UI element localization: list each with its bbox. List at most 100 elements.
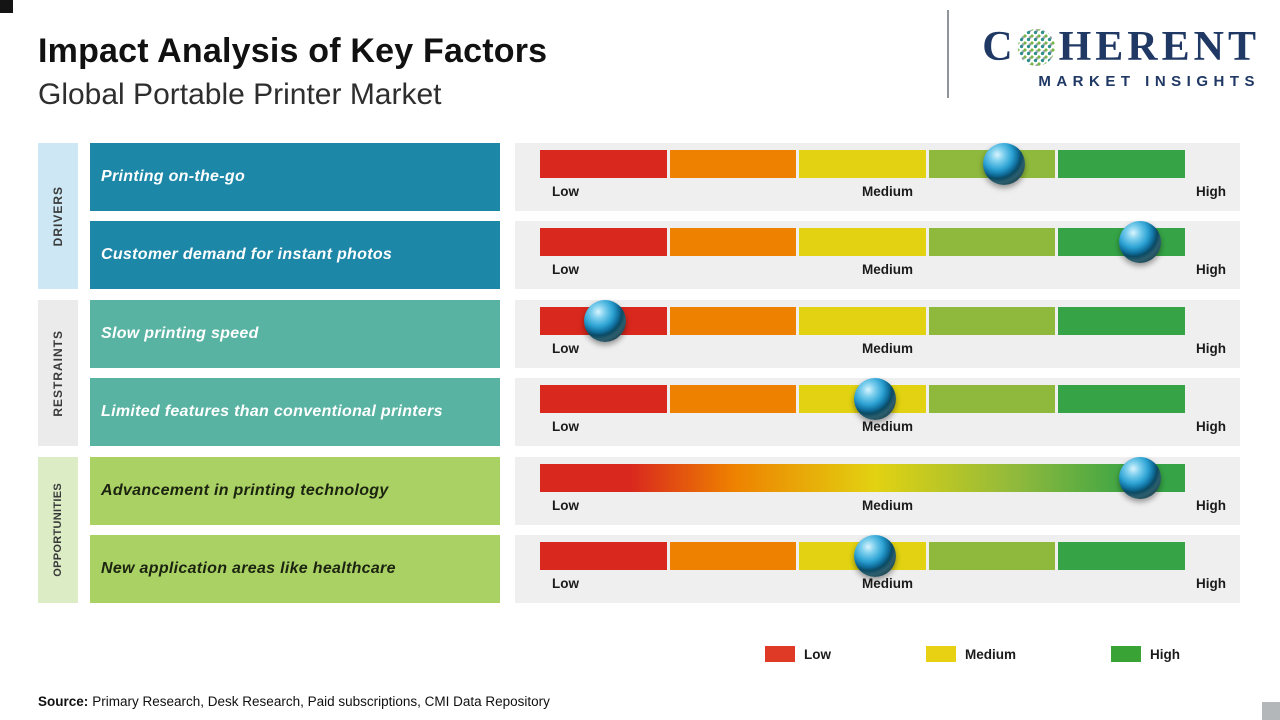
factor-box: New application areas like healthcare — [90, 535, 500, 603]
scale-label-medium: Medium — [861, 262, 913, 277]
corner-accent-top-left — [0, 0, 13, 13]
corner-accent-bottom-right — [1262, 702, 1280, 720]
factor-label: Limited features than conventional print… — [101, 403, 443, 420]
scale-segment-red — [540, 385, 667, 413]
scale-segment-red — [540, 228, 667, 256]
scale-segment-orange — [669, 228, 797, 256]
scale-labels: Low Medium High — [552, 498, 1226, 513]
brand-logo: C HERENT MARKET INSIGHTS — [982, 26, 1260, 90]
brand-name-prefix: C — [982, 24, 1017, 70]
brand-tagline: MARKET INSIGHTS — [1038, 73, 1260, 90]
scale-label-medium: Medium — [861, 419, 913, 434]
scale-label-high: High — [1195, 576, 1226, 591]
scale-label-low: Low — [552, 498, 579, 513]
header: Impact Analysis of Key Factors Global Po… — [38, 32, 547, 112]
scale-label-low: Low — [552, 184, 579, 199]
impact-bar — [540, 221, 1185, 263]
scale-segment-yellowgreen — [928, 307, 1056, 335]
scale-segment-green — [1058, 385, 1185, 413]
scale-segment-red — [540, 150, 667, 178]
group-restraints: RESTRAINTS Slow printing speed Low — [38, 300, 1240, 446]
factor-label: New application areas like healthcare — [101, 560, 396, 577]
scale-segment-green — [1058, 307, 1185, 335]
scale-segment-orange — [669, 385, 797, 413]
impact-matrix: DRIVERS Printing on-the-go Low Med — [38, 143, 1240, 603]
factor-row: Customer demand for instant photos Low M… — [90, 221, 1240, 289]
impact-scale-panel: Low Medium High — [515, 457, 1240, 525]
group-rows: Advancement in printing technology Low M… — [90, 457, 1240, 603]
factor-row: Slow printing speed Low Medium High — [90, 300, 1240, 368]
scale-segment-yellow — [799, 150, 926, 178]
impact-marker — [854, 535, 897, 577]
group-rows: Slow printing speed Low Medium High — [90, 300, 1240, 446]
scale-label-medium: Medium — [861, 498, 913, 513]
factor-box: Slow printing speed — [90, 300, 500, 368]
group-strip-drivers: DRIVERS — [38, 143, 78, 289]
scale-labels: Low Medium High — [552, 419, 1226, 434]
scale-segment-yellowgreen — [928, 542, 1056, 570]
source-note: Source: Primary Research, Desk Research, … — [38, 694, 550, 709]
scale-segment-red — [540, 542, 667, 570]
impact-scale-panel: Low Medium High — [515, 535, 1240, 603]
brand-name-suffix: HERENT — [1058, 24, 1260, 70]
scale-labels: Low Medium High — [552, 184, 1226, 199]
legend-swatch-medium — [925, 646, 956, 662]
factor-box: Customer demand for instant photos — [90, 221, 500, 289]
impact-scale-panel: Low Medium High — [515, 143, 1240, 211]
scale-label-medium: Medium — [861, 184, 913, 199]
scale-segment-yellowgreen — [928, 228, 1056, 256]
source-text: Primary Research, Desk Research, Paid su… — [92, 694, 550, 709]
scale-label-high: High — [1195, 341, 1226, 356]
legend-swatch-high — [1110, 646, 1141, 662]
scale-segment-yellow — [799, 228, 926, 256]
page-subtitle: Global Portable Printer Market — [38, 78, 442, 111]
group-strip-restraints: RESTRAINTS — [38, 300, 78, 446]
legend-label-high: High — [1149, 646, 1180, 662]
impact-bar — [540, 378, 1185, 420]
group-drivers: DRIVERS Printing on-the-go Low Med — [38, 143, 1240, 289]
factor-box: Limited features than conventional print… — [90, 378, 500, 446]
impact-marker — [1118, 457, 1161, 499]
scale-labels: Low Medium High — [552, 576, 1226, 591]
scale-label-low: Low — [552, 576, 579, 591]
group-label-restraints: RESTRAINTS — [51, 329, 65, 417]
impact-legend: Low Medium High — [765, 646, 1180, 662]
group-opportunities: OPPORTUNITIES Advancement in printing te… — [38, 457, 1240, 603]
impact-marker — [983, 143, 1026, 185]
scale-label-low: Low — [552, 419, 579, 434]
factor-label: Printing on-the-go — [101, 168, 246, 185]
legend-item-high: High — [1110, 646, 1180, 662]
group-label-drivers: DRIVERS — [51, 185, 65, 247]
factor-row: Printing on-the-go Low Medium High — [90, 143, 1240, 211]
impact-bar — [540, 143, 1185, 185]
legend-item-medium: Medium — [925, 646, 1016, 662]
scale-label-high: High — [1195, 262, 1226, 277]
factor-row: New application areas like healthcare Lo… — [90, 535, 1240, 603]
impact-scale-panel: Low Medium High — [515, 221, 1240, 289]
scale-segment-orange — [669, 307, 797, 335]
group-strip-opportunities: OPPORTUNITIES — [38, 457, 78, 603]
factor-label: Slow printing speed — [101, 325, 259, 342]
page-title: Impact Analysis of Key Factors — [38, 32, 548, 70]
scale-label-high: High — [1195, 419, 1226, 434]
impact-bar — [540, 457, 1185, 499]
factor-box: Advancement in printing technology — [90, 457, 500, 525]
impact-scale-panel: Low Medium High — [515, 378, 1240, 446]
factor-row: Limited features than conventional print… — [90, 378, 1240, 446]
legend-swatch-low — [765, 646, 795, 662]
scale-label-low: Low — [552, 341, 579, 356]
factor-label: Advancement in printing technology — [101, 482, 389, 499]
factor-row: Advancement in printing technology Low M… — [90, 457, 1240, 525]
impact-marker — [1118, 221, 1161, 263]
scale-segment-green — [1058, 150, 1185, 178]
factor-label: Customer demand for instant photos — [101, 246, 393, 263]
scale-labels: Low Medium High — [552, 262, 1226, 277]
source-label: Source: — [38, 694, 89, 709]
legend-label-low: Low — [804, 646, 831, 662]
scale-segment-orange — [669, 542, 797, 570]
factor-box: Printing on-the-go — [90, 143, 500, 211]
scale-label-medium: Medium — [861, 341, 913, 356]
scale-segment-yellowgreen — [928, 385, 1056, 413]
scale-label-low: Low — [552, 262, 579, 277]
impact-bar — [540, 300, 1185, 342]
